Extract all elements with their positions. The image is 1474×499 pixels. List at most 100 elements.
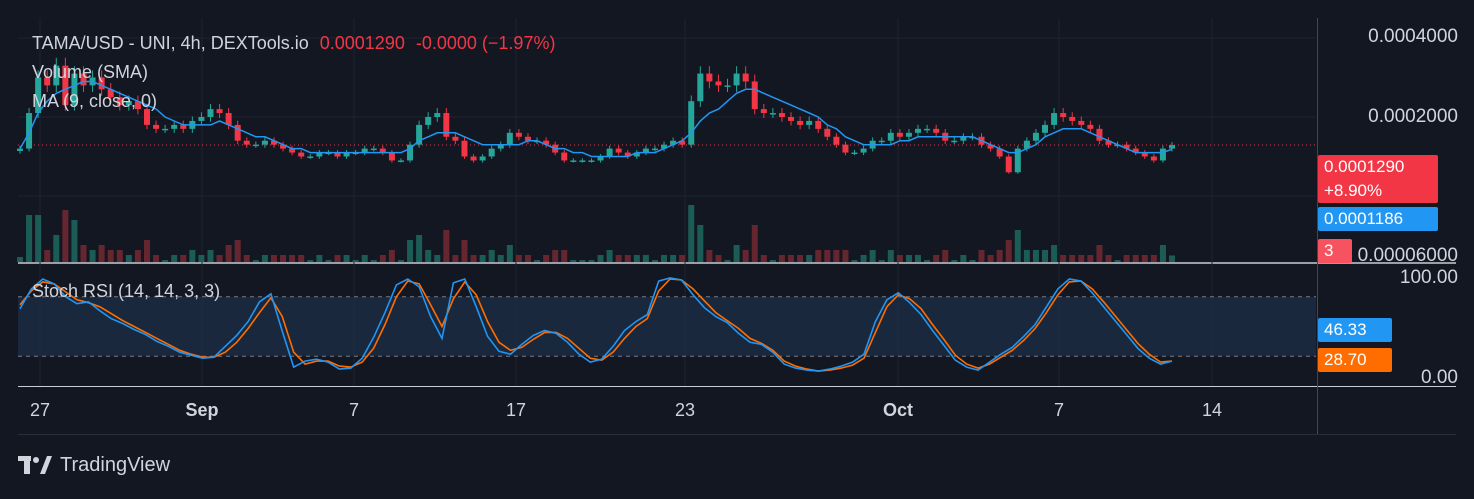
- volume-bar: [479, 255, 486, 262]
- candle-body: [452, 136, 459, 141]
- candle-body: [924, 128, 931, 131]
- volume-bar: [524, 255, 531, 262]
- candle-body: [1123, 144, 1130, 149]
- volume-legend[interactable]: Volume (SMA): [32, 62, 149, 82]
- volume-bar: [1123, 255, 1130, 262]
- volume-bar: [661, 255, 668, 262]
- volume-bar: [942, 250, 949, 262]
- volume-bar: [733, 245, 740, 262]
- candle-body: [62, 65, 69, 106]
- volume-bar: [915, 255, 922, 262]
- candle-body: [53, 65, 60, 86]
- volume-bar: [570, 260, 577, 262]
- candle-body: [225, 113, 232, 125]
- tradingview-brand[interactable]: TradingView: [18, 452, 170, 478]
- volume-bar: [597, 255, 604, 262]
- volume-bar: [125, 255, 132, 262]
- volume-bar: [960, 255, 967, 262]
- candle-body: [688, 101, 695, 145]
- price-tick-mid: 0.0002000: [1368, 106, 1458, 127]
- candle-body: [760, 109, 767, 114]
- volume-bar: [17, 257, 23, 262]
- volume-bar: [615, 255, 622, 262]
- candle-body: [633, 152, 640, 157]
- candle-body: [416, 124, 423, 145]
- candle-body: [1159, 148, 1166, 161]
- volume-bar: [1132, 255, 1139, 262]
- tradingview-logo-icon: [18, 456, 52, 474]
- volume-bar: [543, 255, 550, 262]
- volume-bar: [407, 240, 414, 262]
- volume-bar: [289, 255, 296, 262]
- volume-bar: [851, 260, 858, 262]
- candle-body: [1042, 124, 1049, 133]
- volume-bar: [769, 260, 776, 262]
- candle-body: [651, 148, 658, 151]
- candle-body: [824, 128, 831, 137]
- volume-bar: [171, 255, 178, 262]
- candle-body: [896, 132, 903, 137]
- time-label-7-oct: 7: [1053, 400, 1065, 420]
- candle-body: [697, 73, 704, 102]
- candle-body: [1150, 156, 1157, 161]
- stoch-d-tag: 28.70: [1318, 348, 1392, 372]
- candle-body: [361, 148, 368, 153]
- ma-legend[interactable]: MA (9, close, 0): [32, 91, 158, 111]
- candle-body: [252, 144, 259, 147]
- symbol-legend[interactable]: TAMA/USD - UNI, 4h, DEXTools.io 0.000129…: [32, 33, 555, 54]
- candle-body: [778, 113, 785, 117]
- last-price-tag: 0.0001290 +8.90%: [1318, 155, 1438, 203]
- volume-bar: [933, 255, 940, 262]
- candle-body: [1023, 140, 1030, 149]
- last-price-tag-pct: +8.90%: [1324, 181, 1383, 200]
- candle-body: [1060, 113, 1067, 117]
- stoch-legend[interactable]: Stoch RSI (14, 14, 3, 3): [32, 281, 221, 301]
- volume-bar: [824, 250, 831, 262]
- candle-body: [797, 120, 804, 125]
- volume-bar: [697, 225, 704, 262]
- candle-body: [1051, 113, 1058, 125]
- volume-bar: [1032, 250, 1039, 262]
- candle-body: [243, 140, 250, 145]
- volume-bar: [1042, 250, 1049, 262]
- candle-body: [388, 152, 395, 161]
- candle-body: [370, 148, 377, 151]
- price-pane[interactable]: [18, 18, 1316, 262]
- volume-bar: [924, 260, 931, 262]
- ma-line: [19, 80, 1173, 158]
- candle-body: [724, 85, 731, 87]
- volume-bar: [252, 260, 259, 262]
- candle-body: [515, 132, 522, 137]
- volume-bar: [134, 250, 141, 262]
- volume-bar: [860, 255, 867, 262]
- stoch-k-tag: 46.33: [1318, 318, 1392, 342]
- candle-body: [261, 140, 268, 145]
- volume-bar: [905, 255, 912, 262]
- volume-bar: [470, 255, 477, 262]
- candle-body: [1141, 152, 1148, 157]
- candle-body: [17, 148, 23, 151]
- volume-bar: [180, 255, 187, 262]
- volume-bar: [887, 250, 894, 262]
- volume-bar: [352, 260, 359, 262]
- candle-body: [670, 140, 677, 145]
- candle-body: [425, 117, 432, 125]
- volume-bars: [17, 205, 1175, 262]
- candle-body: [915, 128, 922, 133]
- volume-bar: [153, 255, 160, 262]
- volume-bar: [706, 250, 713, 262]
- candle-body: [706, 73, 713, 82]
- candle-body: [1014, 148, 1021, 173]
- volume-bar: [624, 255, 631, 262]
- volume-bar: [35, 215, 42, 262]
- candle-body: [397, 160, 404, 162]
- volume-bar: [760, 255, 767, 262]
- volume-bar: [561, 250, 568, 262]
- volume-bar: [1023, 250, 1030, 262]
- volume-bar: [978, 250, 985, 262]
- candle-body: [588, 160, 595, 162]
- candle-body: [679, 140, 686, 145]
- candle-body: [35, 77, 42, 114]
- volume-bar: [788, 255, 795, 262]
